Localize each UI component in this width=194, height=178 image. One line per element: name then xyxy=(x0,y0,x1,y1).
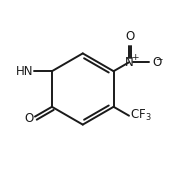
Text: O: O xyxy=(152,56,161,69)
Text: N: N xyxy=(125,56,133,69)
Text: O: O xyxy=(24,112,33,125)
Text: O: O xyxy=(126,30,135,43)
Text: CF$_3$: CF$_3$ xyxy=(130,108,152,123)
Text: +: + xyxy=(131,53,138,62)
Text: HN: HN xyxy=(16,65,33,78)
Text: −: − xyxy=(155,54,163,63)
